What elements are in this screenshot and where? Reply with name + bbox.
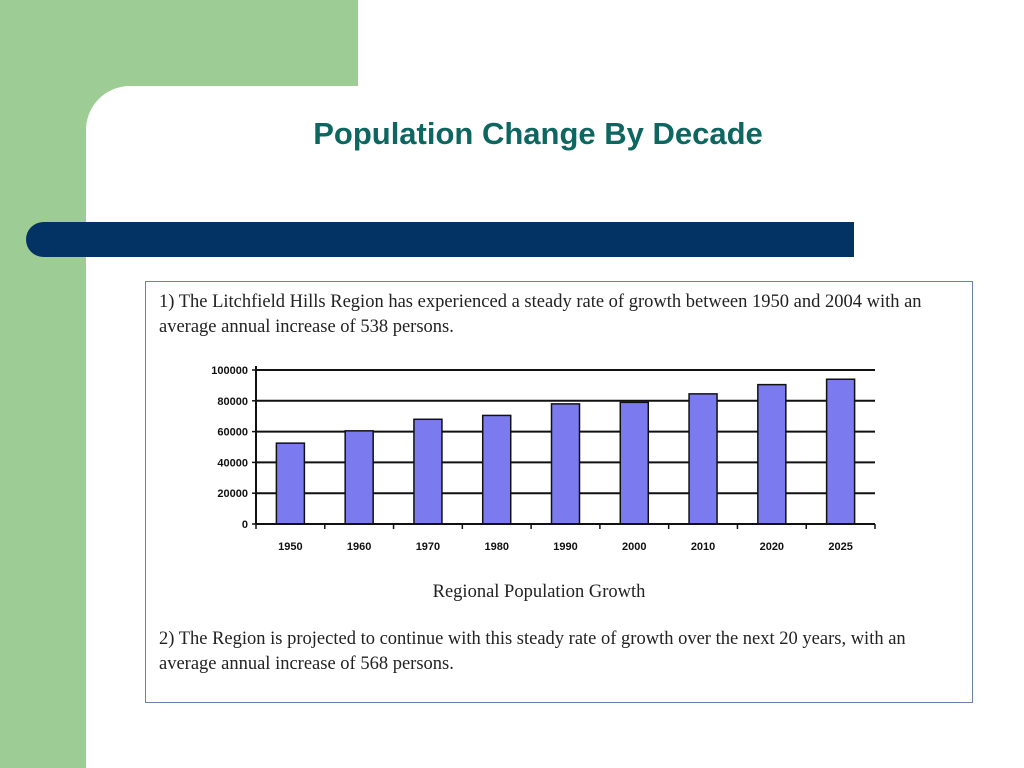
content-frame: 1) The Litchfield Hills Region has exper… — [145, 281, 973, 703]
bar-2025 — [825, 378, 856, 525]
x-tick-label: 1990 — [553, 541, 577, 553]
bar-2020 — [757, 383, 787, 525]
chart-title: Regional Population Growth — [433, 582, 646, 602]
x-tick-label: 1980 — [484, 541, 508, 553]
x-tick-label: 2000 — [622, 541, 646, 553]
bar-2000 — [619, 401, 650, 525]
x-tick-label: 1970 — [416, 541, 440, 553]
y-tick-label: 40000 — [217, 457, 248, 469]
y-tick-label: 60000 — [217, 427, 248, 439]
bar-1950 — [275, 442, 306, 525]
bar-1960 — [344, 430, 374, 525]
bar-1980 — [481, 414, 512, 525]
bar-1990 — [550, 403, 581, 525]
paragraph-1: 1) The Litchfield Hills Region has exper… — [159, 292, 922, 337]
chart-axes — [252, 366, 876, 529]
paragraph-2: 2) The Region is projected to continue w… — [159, 629, 906, 674]
y-tick-label: 20000 — [217, 488, 248, 500]
population-bar-chart: 0 20000 40000 60000 80000 100000 1950 1960 1970 1… — [211, 365, 876, 602]
x-tick-label: 1960 — [347, 541, 371, 553]
y-tick-label: 80000 — [217, 396, 248, 408]
chart-labels: 0 20000 40000 60000 80000 100000 1950 1960 1970 1… — [211, 365, 853, 553]
y-tick-label: 0 — [242, 519, 248, 531]
slide-title: Population Change By Decade — [313, 116, 763, 151]
x-tick-label: 2010 — [691, 541, 715, 553]
x-tick-label: 2020 — [760, 541, 784, 553]
title-underline-bar — [26, 222, 854, 257]
x-tick-label: 2025 — [828, 541, 852, 553]
y-tick-label: 100000 — [211, 365, 248, 377]
x-tick-label: 1950 — [278, 541, 302, 553]
bar-2010 — [688, 393, 718, 525]
bar-1970 — [413, 418, 443, 525]
